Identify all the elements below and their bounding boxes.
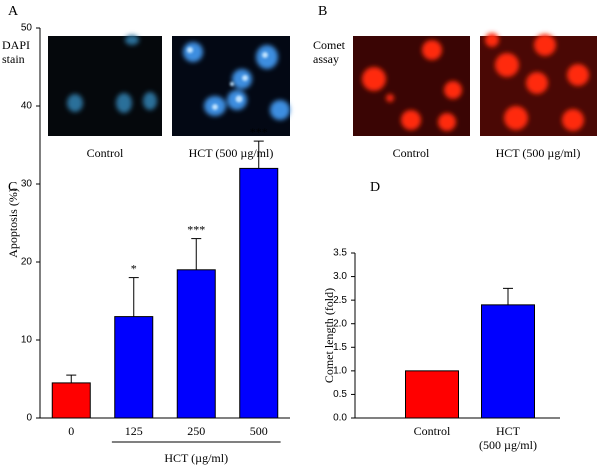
panel-letter: D: [370, 180, 380, 195]
bar: [405, 370, 459, 419]
x-tick-label: 250: [187, 424, 205, 438]
y-tick-label: 0: [26, 413, 32, 424]
y-tick-label: 3.0: [333, 271, 347, 282]
x-tick-label: 125: [125, 424, 143, 438]
y-tick-label: 1.0: [333, 365, 347, 376]
y-tick-label: 10: [21, 335, 33, 346]
y-tick-label: 1.5: [333, 342, 347, 353]
y-tick-label: 20: [21, 257, 33, 268]
y-tick-label: 0.0: [333, 413, 347, 424]
x-tick-label: HCT (500 µg/ml): [479, 424, 537, 452]
micrograph: [172, 36, 290, 136]
x-tick-label: Control: [414, 424, 451, 438]
significance: *: [131, 261, 137, 275]
micrograph: [480, 33, 597, 136]
y-tick-label: 40: [21, 101, 33, 112]
bar: [239, 167, 279, 419]
bar: [114, 316, 154, 419]
micrograph: [353, 36, 470, 136]
caption: HCT (500 µg/ml): [496, 146, 581, 160]
y-tick-label: 2.5: [333, 295, 347, 306]
caption: HCT (500 µg/ml): [189, 146, 274, 160]
significance: ***: [187, 222, 205, 236]
micrograph: [48, 35, 162, 136]
caption: Control: [87, 146, 124, 160]
panel-letter: A: [8, 4, 19, 19]
panel-letter: C: [8, 180, 17, 195]
x-tick-label: 0: [68, 424, 74, 438]
bar: [481, 304, 535, 419]
y-axis-label: Comet length (fold): [322, 288, 336, 383]
significance: ***: [250, 125, 268, 139]
panel-letter: B: [318, 4, 327, 19]
bar: [51, 382, 91, 419]
y-tick-label: 0.5: [333, 389, 347, 400]
y-tick-label: 3.5: [333, 248, 347, 259]
caption: Control: [393, 146, 430, 160]
side-label: Comet assay: [313, 38, 346, 66]
y-axis-label: Apoptosis (%): [6, 188, 20, 258]
x-tick-label: 500: [250, 424, 268, 438]
y-tick-label: 30: [21, 179, 33, 190]
side-label: DAPI stain: [2, 38, 30, 66]
bar: [176, 269, 216, 419]
group-label: HCT (µg/ml): [164, 451, 228, 465]
y-tick-label: 50: [21, 23, 33, 34]
y-tick-label: 2.0: [333, 318, 347, 329]
